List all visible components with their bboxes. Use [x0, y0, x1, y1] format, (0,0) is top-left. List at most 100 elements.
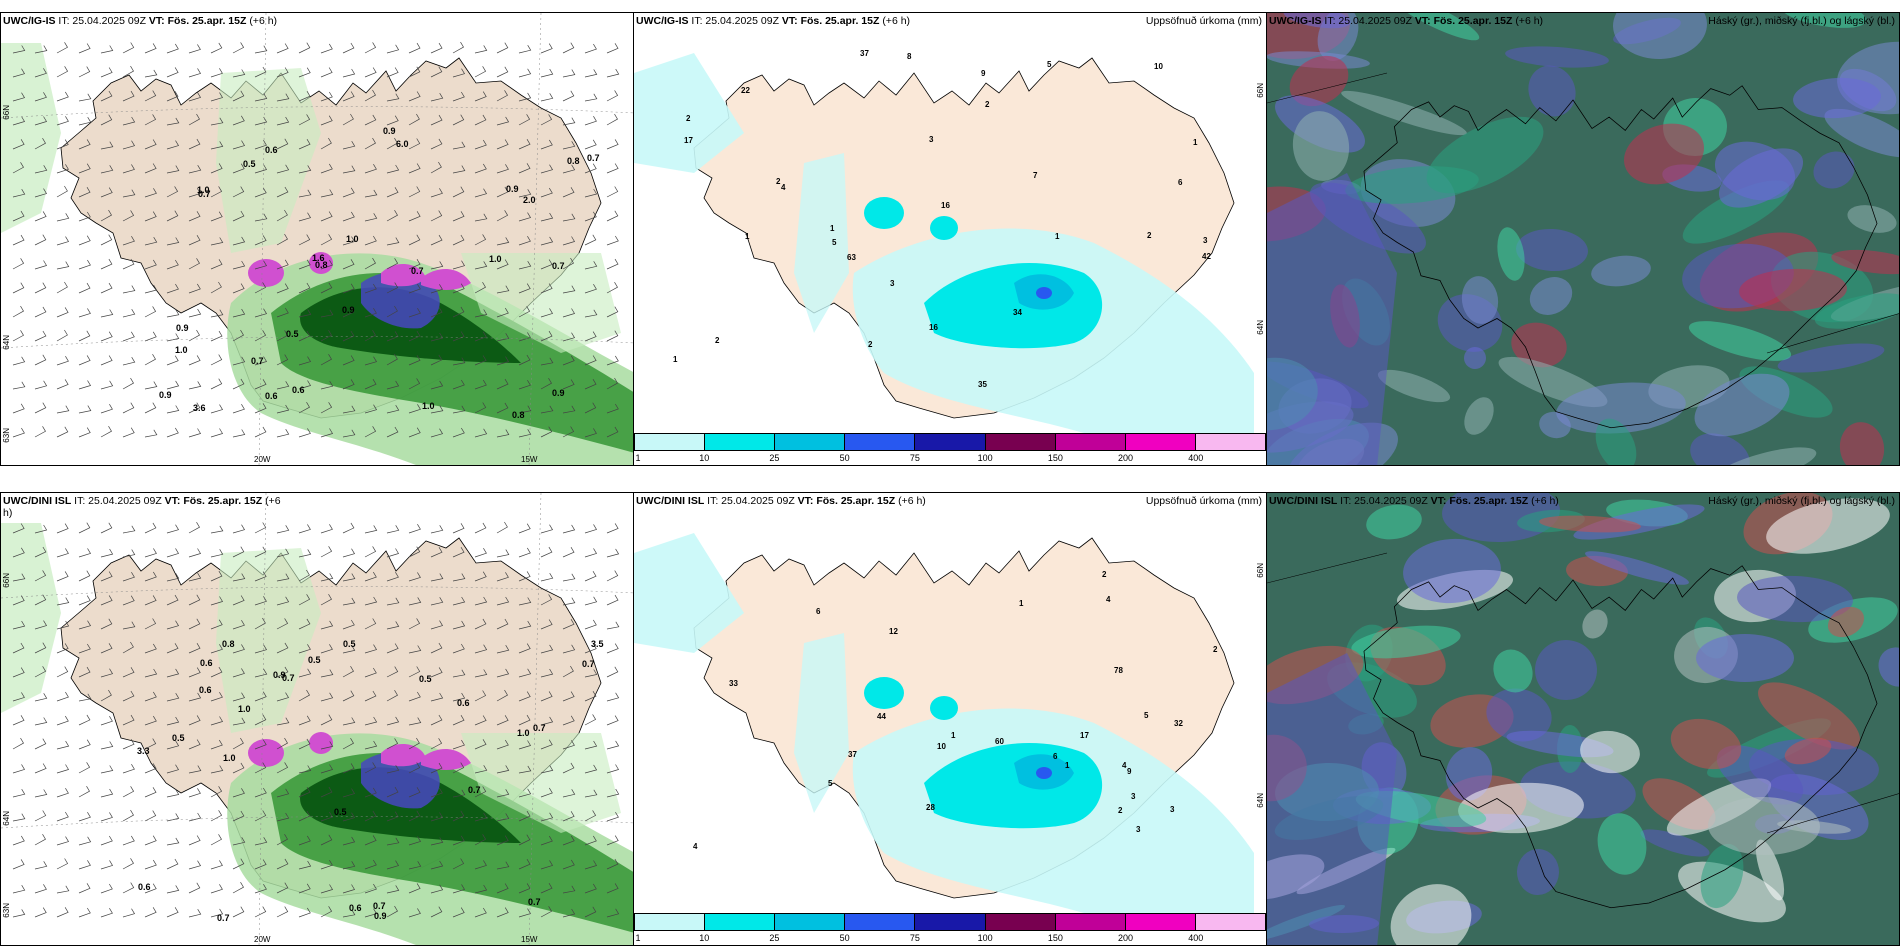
wind-barb — [232, 163, 245, 174]
wind-barb — [144, 331, 157, 342]
wind-barb — [562, 597, 576, 606]
colorbar-tick: 200 — [1118, 453, 1134, 463]
wind-barb — [12, 356, 26, 366]
wind-barb — [364, 404, 378, 414]
wind-barb — [100, 282, 113, 294]
wind-barb — [408, 691, 421, 702]
wind-barb — [342, 91, 355, 102]
wind-barb — [144, 90, 157, 102]
wind-barb — [518, 523, 531, 534]
lat-label-66: 66N — [1256, 563, 1265, 578]
wind-barb — [342, 306, 355, 318]
wind-barb — [452, 835, 465, 846]
wind-barb — [452, 260, 466, 270]
wind-barb — [386, 621, 400, 630]
wind-barb — [408, 597, 422, 606]
value-label: 10 — [1154, 62, 1163, 71]
wind-barb — [430, 188, 443, 198]
wind-barb — [254, 187, 267, 198]
wind-barb — [298, 330, 311, 342]
wind-barb — [188, 428, 202, 438]
wind-barb — [210, 525, 224, 534]
wind-barb — [276, 138, 289, 150]
wind-barb — [56, 139, 69, 150]
wind-barb — [78, 714, 91, 726]
lat-label-66: 66N — [2, 573, 11, 588]
wind-barb — [298, 738, 311, 750]
wind-barb — [474, 234, 487, 246]
wind-barb — [276, 43, 289, 54]
wind-barb — [232, 115, 245, 126]
value-label: 5 — [832, 238, 837, 247]
wind-barb — [210, 186, 223, 198]
lat-label-63: 63N — [2, 428, 11, 443]
wind-barb — [408, 762, 421, 774]
wind-barb — [584, 69, 598, 78]
value-label: 1 — [1065, 761, 1070, 770]
wind-barb — [474, 213, 488, 222]
wind-barb — [232, 429, 246, 438]
wind-barb — [34, 68, 47, 78]
wind-barb — [100, 404, 113, 414]
wind-barb — [540, 906, 553, 918]
wind-barb — [518, 547, 531, 558]
wind-barb — [298, 549, 312, 558]
wind-barb — [166, 764, 180, 774]
wind-barb — [474, 669, 488, 678]
wind-barb — [452, 165, 466, 174]
wind-barb — [78, 762, 91, 774]
wind-barb — [584, 740, 598, 750]
value-label: 2 — [715, 336, 720, 345]
value-label: 4 — [781, 183, 786, 192]
colorbar-swatch — [705, 434, 776, 450]
value-label: 4 — [1122, 761, 1127, 770]
wind-barb — [34, 380, 48, 390]
wind-barb — [144, 211, 157, 222]
wind-barb — [166, 355, 179, 366]
panel-accum-precip-bottom: UWC/DINI ISL IT: 25.04.2025 09Z VT: Fös.… — [633, 492, 1267, 946]
wind-barb — [56, 885, 70, 894]
wind-barb — [298, 810, 311, 822]
wind-barb — [430, 114, 443, 126]
wind-barb — [342, 429, 356, 438]
wind-barb — [144, 810, 157, 822]
wind-barb — [276, 381, 290, 390]
wind-barb — [430, 860, 444, 870]
wind-barb — [166, 594, 179, 606]
wind-barb — [540, 93, 554, 102]
wind-barb — [166, 117, 180, 126]
wind-barb — [122, 882, 135, 894]
wind-barb — [606, 306, 619, 318]
wind-barb — [34, 717, 48, 726]
wind-barb — [232, 546, 245, 558]
wind-barb — [78, 380, 92, 390]
wind-barb — [254, 546, 267, 558]
wind-barb — [78, 620, 92, 630]
wind-barb — [12, 789, 26, 798]
wind-barb — [474, 571, 487, 582]
precip-shading — [634, 533, 1254, 913]
cloud-shading — [1267, 13, 1899, 465]
wind-barb — [34, 92, 47, 102]
wind-barb — [320, 692, 334, 702]
wind-barb — [188, 381, 202, 390]
wind-barb — [12, 715, 25, 726]
wind-barb — [144, 668, 158, 678]
wind-barb — [496, 210, 509, 222]
panel-title: UWC/IG-IS IT: 25.04.2025 09Z VT: Fös. 25… — [1269, 15, 1544, 27]
wind-barb — [166, 140, 180, 150]
wind-barb — [584, 139, 597, 150]
value-label: 0.7 — [582, 659, 595, 669]
wind-barb — [584, 571, 597, 582]
wind-barb — [540, 308, 554, 318]
wind-barb — [430, 620, 444, 630]
wind-barb — [188, 211, 201, 222]
wind-barb — [78, 211, 91, 222]
wind-barb — [474, 522, 487, 534]
wind-barb — [122, 572, 135, 582]
wind-barb — [122, 331, 135, 342]
wind-barb — [12, 859, 25, 870]
wind-barb — [276, 93, 290, 102]
value-label: 1 — [1019, 599, 1024, 608]
panel-subtitle: Uppsöfnuð úrkoma (mm) — [1145, 495, 1262, 507]
